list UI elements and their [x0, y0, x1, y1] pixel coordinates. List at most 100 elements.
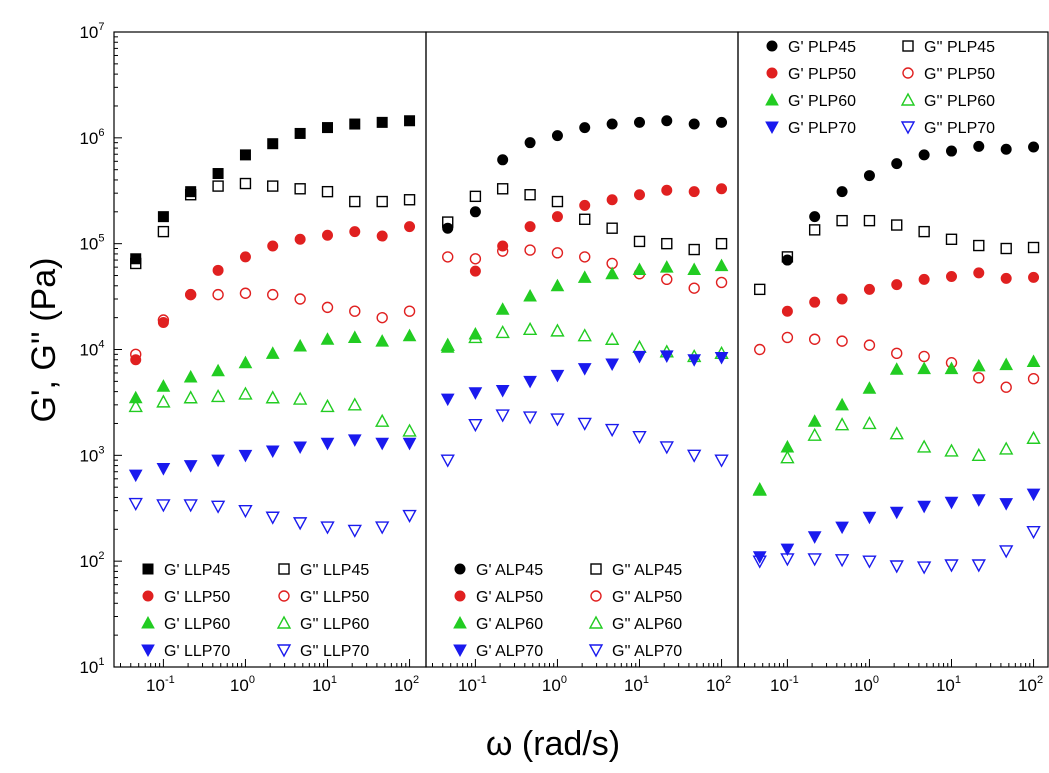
- point-p3-s1-2: [781, 254, 793, 266]
- point-p2-s7-8: [632, 350, 647, 364]
- legend-marker-p3-6: [900, 92, 916, 106]
- point-p1-s7-11: [402, 437, 417, 451]
- y-tick-label-7: 107: [79, 21, 104, 42]
- point-p1-s6-9: [347, 397, 362, 411]
- legend-marker-p2-5: [453, 615, 467, 629]
- legend-label-p3-6: G'' PLP60: [924, 93, 995, 110]
- point-p2-s8-4: [522, 411, 538, 425]
- point-p1-s6-10: [375, 413, 390, 427]
- point-p2-s1-3: [497, 154, 509, 166]
- point-p1-s6-2: [156, 394, 171, 408]
- point-p3-s1-7: [918, 149, 930, 161]
- point-p1-s5-8: [320, 332, 335, 345]
- x-tick-label-p2-3: 101: [624, 674, 649, 695]
- point-p1-s7-2: [156, 463, 171, 476]
- x-tick-label-p1-1: 10-1: [146, 674, 175, 695]
- point-p1-s5-4: [211, 363, 225, 377]
- point-p1-s4-8: [321, 301, 334, 314]
- legend-label-p3-1: G' PLP45: [788, 39, 856, 56]
- point-p3-s4-2: [781, 331, 794, 344]
- legend-marker-p2-7: [453, 644, 467, 658]
- point-p2-s6-3: [495, 324, 510, 339]
- x-tick-label-p3-4: 102: [1018, 674, 1043, 695]
- point-p1-s7-7: [293, 441, 307, 454]
- point-p2-s4-10: [688, 282, 700, 294]
- point-p3-s4-9: [973, 372, 985, 384]
- legend-label-p3-8: G'' PLP70: [924, 120, 995, 137]
- y-tick-label-3: 103: [79, 444, 104, 465]
- point-p1-s4-1: [130, 348, 142, 361]
- point-p2-s7-10: [687, 354, 702, 367]
- point-p1-s7-4: [211, 454, 225, 468]
- legend-label-p3-7: G' PLP70: [788, 120, 856, 137]
- point-p3-s5-5: [862, 381, 877, 394]
- point-p3-s4-6: [891, 347, 903, 360]
- point-p3-s3-3: [809, 296, 821, 308]
- point-p3-s6-11: [1026, 430, 1041, 444]
- point-p2-s2-10: [688, 243, 700, 256]
- point-p1-s2-1: [130, 257, 142, 270]
- point-p1-s1-2: [157, 211, 169, 223]
- point-p1-s4-2: [157, 314, 170, 326]
- legend-marker-p1-8: [276, 644, 292, 658]
- point-p2-s7-11: [714, 352, 729, 365]
- point-p3-s6-9: [971, 447, 986, 462]
- point-p3-s8-2: [780, 553, 795, 567]
- point-p3-s7-7: [917, 500, 931, 514]
- legend-marker-p1-3: [142, 590, 154, 602]
- point-p3-s2-4: [836, 214, 848, 227]
- point-p1-s1-4: [212, 168, 224, 180]
- point-p2-s2-9: [661, 237, 673, 250]
- point-p1-s3-6: [267, 240, 279, 252]
- point-p1-s8-6: [265, 511, 280, 525]
- point-p1-s3-11: [404, 221, 416, 233]
- point-p2-s4-4: [524, 244, 536, 256]
- point-p3-s8-8: [944, 559, 959, 573]
- point-p2-s1-6: [579, 122, 591, 134]
- point-p1-s7-10: [375, 437, 390, 451]
- point-p1-s6-4: [210, 388, 226, 403]
- point-p1-s6-6: [265, 390, 280, 404]
- point-p1-s5-9: [347, 330, 362, 343]
- point-p1-s7-6: [265, 445, 280, 458]
- point-p1-s6-1: [128, 398, 143, 413]
- point-p3-s6-7: [916, 439, 932, 453]
- legend-marker-p3-3: [766, 67, 778, 79]
- x-tick-label-p1-3: 101: [312, 674, 337, 695]
- point-p1-s4-7: [294, 293, 306, 305]
- legend-label-p3-2: G'' PLP45: [924, 39, 995, 56]
- point-p3-s1-4: [836, 186, 848, 198]
- legend-label-p1-7: G' LLP70: [164, 643, 230, 660]
- point-p1-s4-3: [184, 288, 197, 301]
- point-p2-s1-1: [442, 222, 454, 234]
- point-p3-s5-3: [807, 414, 822, 427]
- point-p3-s7-8: [944, 496, 959, 510]
- point-p1-s1-5: [239, 149, 251, 161]
- point-p1-s1-6: [267, 138, 279, 150]
- point-p1-s2-4: [212, 180, 224, 192]
- point-p1-s2-6: [267, 180, 279, 192]
- point-p3-s8-6: [889, 560, 904, 574]
- point-p2-s5-5: [550, 278, 565, 292]
- point-p3-s6-8: [944, 443, 959, 457]
- point-p3-s8-5: [862, 555, 877, 569]
- point-p1-s5-1: [128, 390, 143, 404]
- point-p1-s7-1: [128, 469, 143, 483]
- point-p3-s7-5: [862, 511, 877, 525]
- legend-label-p1-3: G' LLP50: [164, 589, 230, 606]
- point-p1-s5-6: [265, 346, 280, 359]
- point-p2-s2-5: [551, 195, 564, 208]
- legend-marker-p1-1: [142, 563, 154, 575]
- point-p2-s1-4: [524, 137, 536, 149]
- point-p3-s4-10: [1000, 381, 1012, 393]
- point-p2-s4-5: [551, 247, 564, 259]
- point-p3-s5-7: [917, 361, 931, 375]
- point-p2-s2-3: [496, 183, 509, 195]
- point-p3-s7-10: [999, 498, 1014, 511]
- point-p3-s2-10: [1000, 242, 1012, 255]
- point-p3-s4-5: [863, 339, 876, 351]
- point-p1-s6-5: [238, 386, 253, 400]
- y-tick-label-1: 101: [79, 656, 104, 677]
- x-tick-label-p2-1: 10-1: [458, 674, 487, 695]
- point-p2-s3-11: [716, 183, 728, 195]
